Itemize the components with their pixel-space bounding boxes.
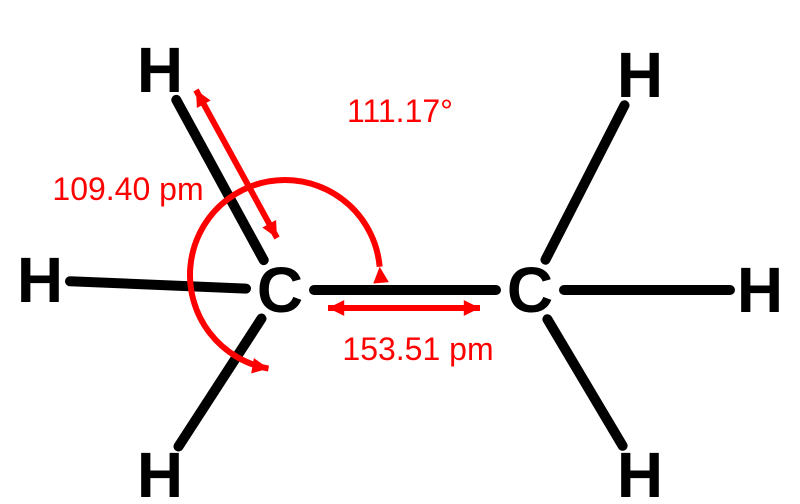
atom-H_bottom_right: H	[617, 439, 663, 504]
atom-C_right: C	[507, 254, 553, 326]
bond-angle-label: 111.17°	[347, 93, 453, 129]
arrowhead	[373, 267, 389, 284]
bonds-layer	[70, 100, 730, 447]
bond	[545, 105, 624, 259]
atom-H_top_right: H	[617, 39, 663, 111]
arrowhead	[464, 300, 480, 316]
bond	[547, 319, 622, 446]
measurements-layer: 109.40 pm 153.51 pm 111.17°	[52, 90, 493, 373]
arrowhead	[328, 300, 344, 316]
cc-length-label: 153.51 pm	[342, 331, 493, 367]
atom-C_left: C	[257, 254, 303, 326]
ch-length-label: 109.40 pm	[52, 171, 203, 207]
atom-H_left: H	[17, 244, 63, 316]
atom-H_top_left: H	[137, 34, 183, 106]
atom-H_right: H	[737, 254, 783, 326]
bond	[70, 281, 246, 288]
atom-H_bottom_left: H	[137, 439, 183, 504]
molecule-diagram: 109.40 pm 153.51 pm 111.17° H H H C C H H H	[0, 0, 800, 504]
bond	[179, 319, 262, 447]
